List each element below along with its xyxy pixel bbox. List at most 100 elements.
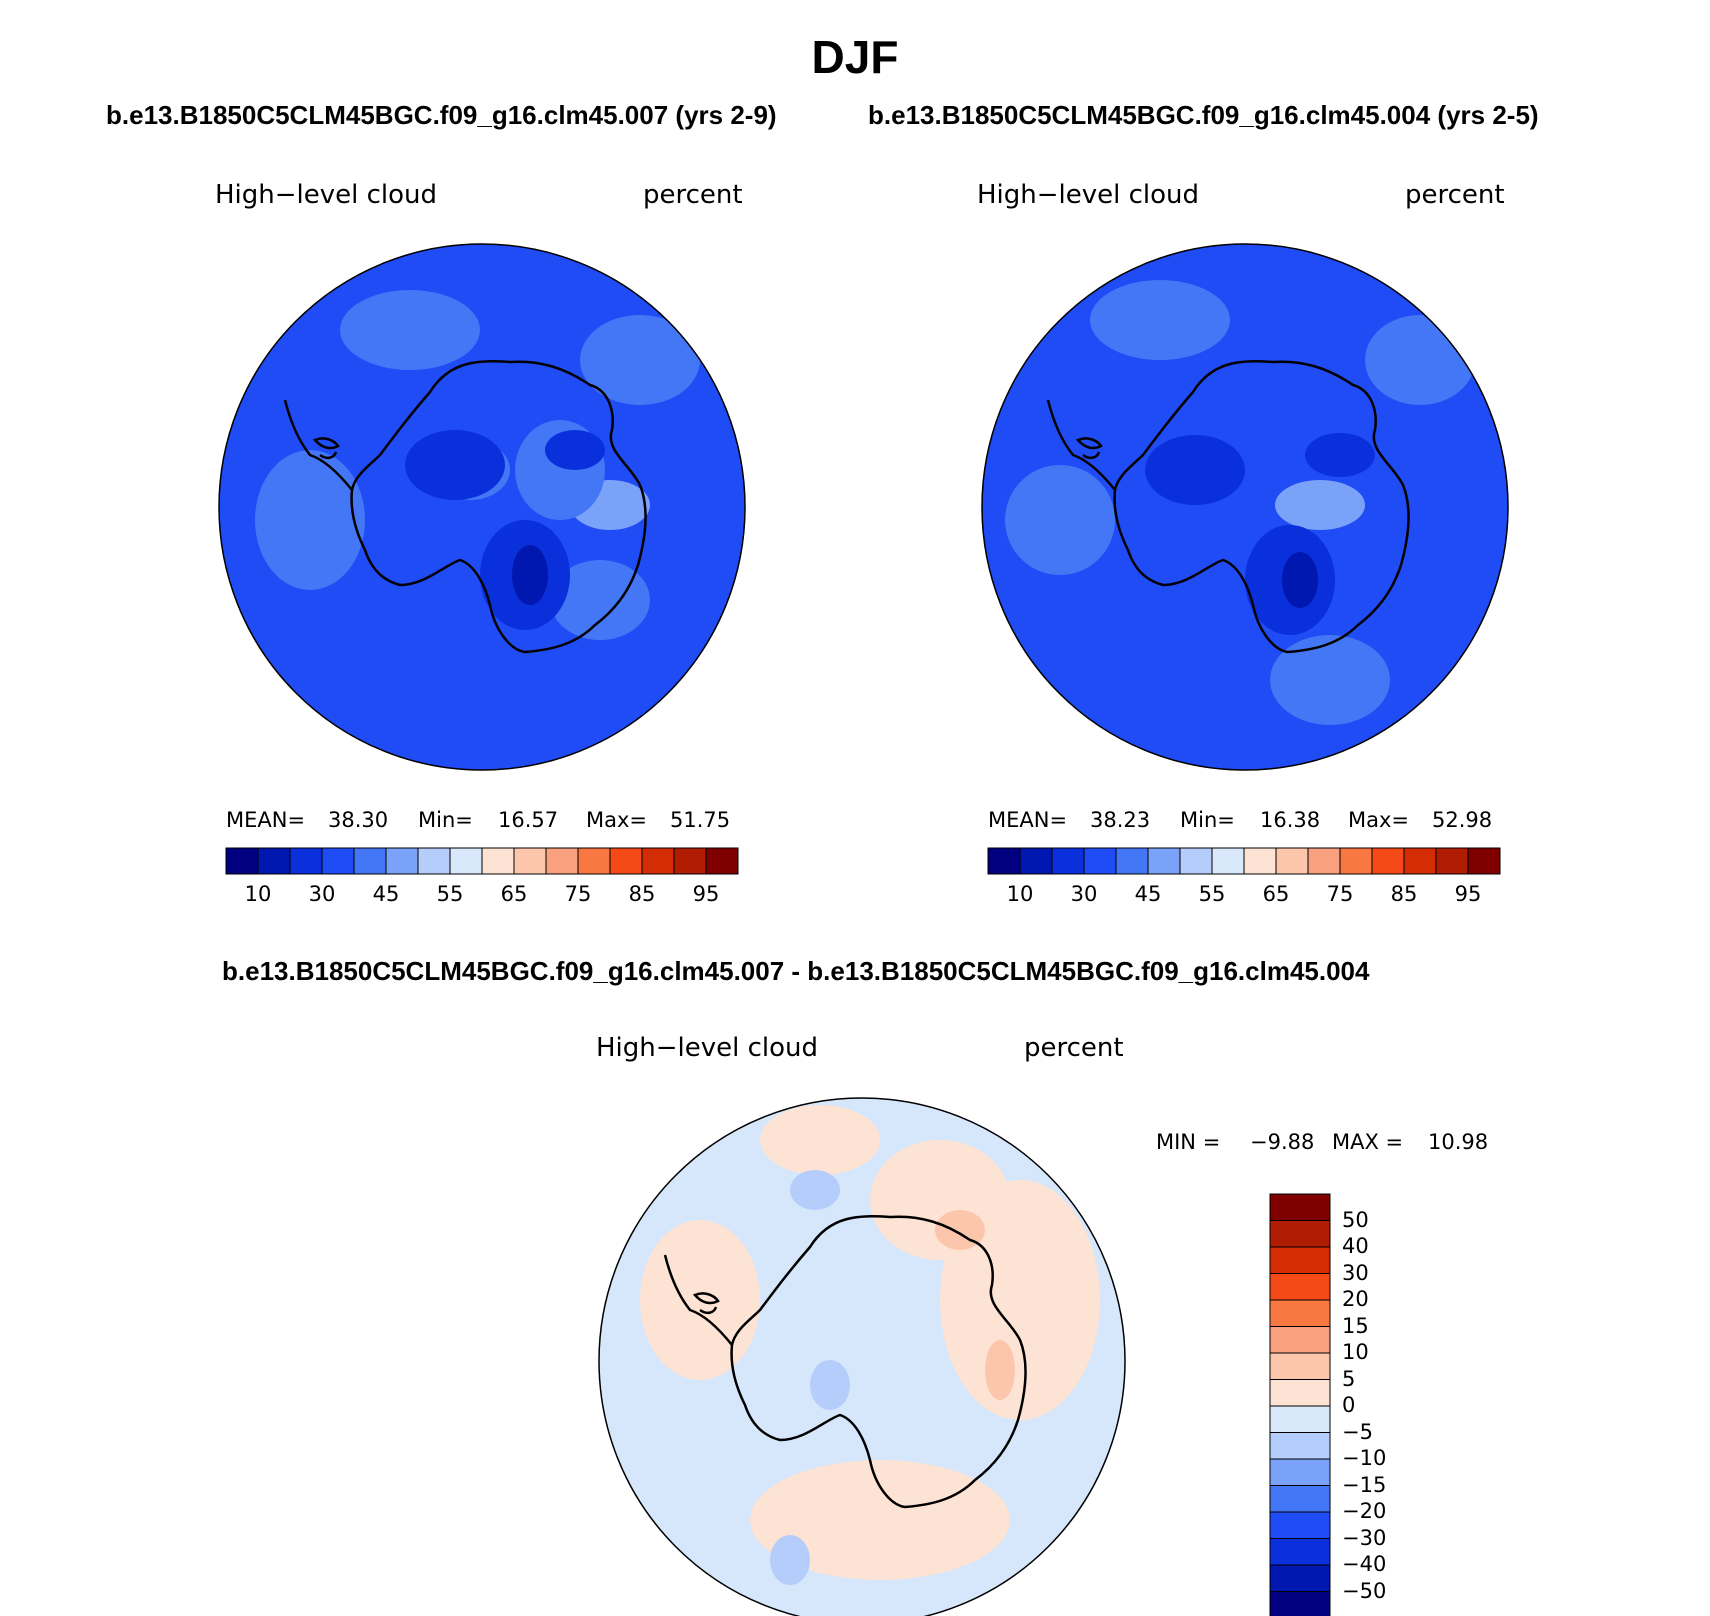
panel1-colorbar-swatch [257, 847, 291, 875]
panel2-colorbar-swatch [1115, 847, 1149, 875]
diff-colorbar-tick-label: −15 [1342, 1472, 1387, 1497]
panel1-colorbar-swatch [513, 847, 547, 875]
diff-colorbar-tick-label: 10 [1342, 1340, 1369, 1364]
diff-colorbar-tick-label: −20 [1342, 1499, 1387, 1523]
panel1-max-label: Max= [586, 808, 648, 832]
panel2-colorbar-swatch [1211, 847, 1245, 875]
panel2-colorbar-tick-label: 65 [1262, 882, 1290, 906]
panel2-colorbar-tick-label: 30 [1070, 882, 1098, 906]
panel2-colorbar-swatch [1307, 847, 1341, 875]
panel2-colorbar-swatch [1243, 847, 1277, 875]
diff-colorbar-swatch [1269, 1511, 1331, 1539]
diff-colorbar-tick-label: 20 [1342, 1287, 1369, 1311]
diff-colorbar-swatch [1269, 1458, 1331, 1486]
panel2-variable-label: High−level cloud [977, 180, 1200, 210]
panel2-units-label: percent [1405, 180, 1505, 210]
panel1-units-label: percent [643, 180, 743, 210]
panel2-colorbar-swatch [1403, 847, 1437, 875]
panel2-colorbar-tick-label: 85 [1390, 882, 1418, 906]
panel1-colorbar-swatch [225, 847, 259, 875]
panel1-colorbar-swatch [641, 847, 675, 875]
diff-colorbar-tick-label: 5 [1342, 1366, 1356, 1391]
panel2-min-label: Min= [1180, 808, 1235, 832]
diff-map [599, 1098, 1125, 1616]
panel2-colorbar [987, 847, 1501, 875]
panel1-max-value: 51.75 [670, 808, 731, 832]
panel1-mean-label: MEAN= [226, 808, 306, 832]
panel1-colorbar-swatch [353, 847, 387, 875]
panel2-colorbar-swatch [1275, 847, 1309, 875]
diff-colorbar-swatch [1269, 1352, 1331, 1380]
panel1-colorbar-swatch [705, 847, 739, 875]
diff-colorbar-tick-label: −50 [1342, 1578, 1387, 1603]
panel2-mean-label: MEAN= [988, 808, 1068, 832]
diff-colorbar-tick-label: 40 [1342, 1234, 1369, 1258]
panel2-colorbar-swatch [987, 847, 1021, 875]
panel1-colorbar-swatch [481, 847, 515, 875]
diff-colorbar [1269, 1193, 1331, 1616]
panel2-colorbar-swatch [1179, 847, 1213, 875]
diff-map-border [598, 1097, 1126, 1616]
diff-case-label: b.e13.B1850C5CLM45BGC.f09_g16.clm45.007 … [222, 956, 1370, 986]
panel1-min-label: Min= [418, 808, 473, 832]
diff-colorbar-swatch [1269, 1220, 1331, 1248]
diff-max-value: 10.98 [1428, 1130, 1489, 1154]
panel2-colorbar-swatch [1083, 847, 1117, 875]
panel1-mean-value: 38.30 [328, 808, 389, 832]
diff-colorbar-tick-label: −10 [1342, 1446, 1387, 1470]
diff-colorbar-swatch [1269, 1432, 1331, 1460]
panel1-min-value: 16.57 [498, 808, 559, 832]
figure-title: DJF [811, 31, 899, 83]
panel1-colorbar-swatch [289, 847, 323, 875]
diff-colorbar-swatch [1269, 1246, 1331, 1274]
panel2-min-value: 16.38 [1260, 808, 1321, 832]
diff-colorbar-swatch [1269, 1564, 1331, 1592]
panel2-map [982, 244, 1508, 770]
panel2-max-label: Max= [1348, 808, 1410, 832]
panel2-colorbar-swatch [1051, 847, 1085, 875]
panel1-colorbar-tick-label: 95 [692, 882, 720, 906]
diff-colorbar-tick-label: 0 [1342, 1393, 1356, 1417]
diff-colorbar-swatch [1269, 1405, 1331, 1433]
diff-colorbar-swatch [1269, 1379, 1331, 1407]
diff-colorbar-swatch [1269, 1591, 1331, 1616]
diff-colorbar-swatch [1269, 1299, 1331, 1327]
panel1-map-border [218, 243, 746, 771]
panel1-colorbar-swatch [673, 847, 707, 875]
panel2-colorbar-tick-label: 95 [1454, 882, 1482, 906]
panel1-colorbar-tick-label: 10 [244, 882, 272, 906]
diff-colorbar-swatch [1269, 1538, 1331, 1566]
panel1-colorbar-tick-label: 75 [564, 882, 592, 906]
diff-colorbar-tick-label: 15 [1342, 1313, 1369, 1338]
panel2-map-border [981, 243, 1509, 771]
panel2-colorbar-tick-label: 55 [1198, 882, 1226, 906]
panel1-colorbar [225, 847, 739, 875]
panel2-colorbar-swatch [1467, 847, 1501, 875]
diff-min-label: MIN = [1156, 1130, 1221, 1154]
diff-units-label: percent [1024, 1033, 1124, 1063]
diff-colorbar-swatch [1269, 1326, 1331, 1354]
panel2-colorbar-swatch [1339, 847, 1373, 875]
panel1-case-label: b.e13.B1850C5CLM45BGC.f09_g16.clm45.007 … [106, 100, 777, 130]
diff-colorbar-tick-label: −30 [1342, 1525, 1387, 1550]
panel2-max-value: 52.98 [1432, 808, 1493, 832]
panel1-colorbar-tick-label: 30 [308, 882, 336, 906]
panel1-colorbar-swatch [385, 847, 419, 875]
panel1-colorbar-swatch [577, 847, 611, 875]
panel1-colorbar-swatch [417, 847, 451, 875]
diff-colorbar-tick-label: 50 [1342, 1207, 1369, 1232]
diff-colorbar-tick-label: −40 [1342, 1552, 1387, 1576]
panel1-colorbar-swatch [609, 847, 643, 875]
diff-colorbar-tick-label: −5 [1342, 1419, 1373, 1444]
diff-colorbar-swatch [1269, 1193, 1331, 1221]
panel2-colorbar-swatch [1435, 847, 1469, 875]
panel2-colorbar-swatch [1147, 847, 1181, 875]
panel1-colorbar-swatch [449, 847, 483, 875]
panel2-colorbar-tick-label: 45 [1134, 882, 1162, 906]
panel2-colorbar-swatch [1371, 847, 1405, 875]
panel1-colorbar-swatch [545, 847, 579, 875]
diff-colorbar-tick-label: 30 [1342, 1260, 1369, 1285]
panel2-colorbar-tick-label: 75 [1326, 882, 1354, 906]
diff-min-value: −9.88 [1250, 1130, 1315, 1154]
panel2-mean-value: 38.23 [1090, 808, 1151, 832]
